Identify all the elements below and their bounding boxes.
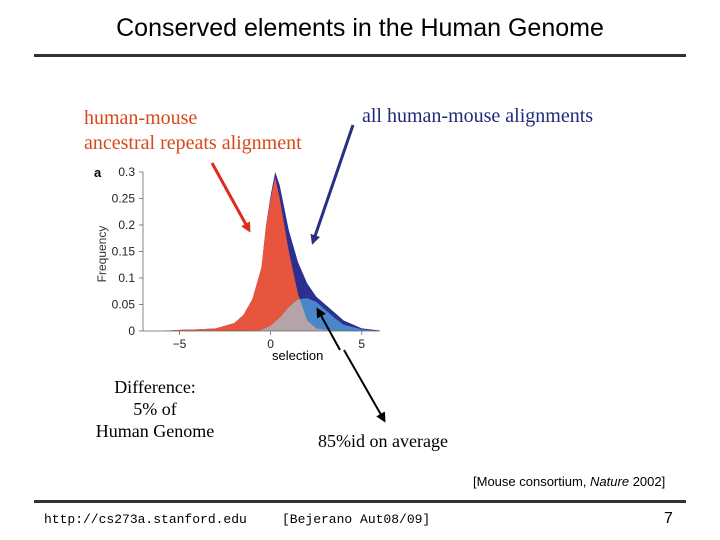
footer-url[interactable]: http://cs273a.stanford.edu <box>44 512 247 527</box>
repeats-alignment-label: human-mouse ancestral repeats alignment <box>84 106 302 156</box>
difference-note: Difference: 5% of Human Genome <box>70 376 240 442</box>
selection-label: selection <box>272 348 323 363</box>
citation-prefix: [Mouse consortium, <box>473 474 591 489</box>
citation: [Mouse consortium, Nature 2002] <box>473 474 665 489</box>
selection-area <box>143 298 380 331</box>
panel-label: a <box>94 165 102 180</box>
y-axis-ticks: 0 0.05 0.1 0.15 0.2 0.25 0.3 <box>112 165 143 338</box>
footer-divider <box>34 500 686 503</box>
identity-arrow <box>343 349 386 423</box>
y-tick-label: 0.1 <box>118 271 135 285</box>
y-tick-label: 0.2 <box>118 218 135 232</box>
repeats-label-line2: ancestral repeats alignment <box>84 132 302 154</box>
y-axis-label: Frequency <box>95 226 109 283</box>
all-alignments-label: all human-mouse alignments <box>362 105 594 127</box>
title-divider <box>34 54 686 57</box>
citation-suffix: 2002] <box>629 474 666 489</box>
x-tick-label: 5 <box>358 337 365 351</box>
x-tick-label: 0 <box>267 337 274 351</box>
selection-overlap-area <box>252 299 333 331</box>
y-tick-label: 0 <box>128 324 135 338</box>
x-axis-ticks: −5 0 5 <box>173 331 365 351</box>
difference-line3: Human Genome <box>95 421 215 441</box>
difference-line2: 5% of <box>133 399 177 419</box>
y-tick-label: 0.3 <box>118 165 135 179</box>
repeats-arrow <box>210 162 251 233</box>
y-tick-label: 0.15 <box>112 245 136 259</box>
all-alignments-arrow <box>310 124 355 245</box>
repeats-label-line1: human-mouse <box>84 107 198 129</box>
difference-line1: Difference: <box>114 377 196 397</box>
identity-note: 85%id on average <box>318 431 448 451</box>
y-tick-label: 0.25 <box>112 192 136 206</box>
ancestral-repeats-area <box>143 177 380 331</box>
citation-journal: Nature <box>590 474 630 489</box>
page-number: 7 <box>664 510 673 527</box>
page-title: Conserved elements in the Human Genome <box>116 14 604 42</box>
x-tick-label: −5 <box>173 337 187 351</box>
y-tick-label: 0.05 <box>112 298 136 312</box>
selection-arrow-to-peak <box>316 307 341 351</box>
footer-course: [Bejerano Aut08/09] <box>282 512 431 527</box>
